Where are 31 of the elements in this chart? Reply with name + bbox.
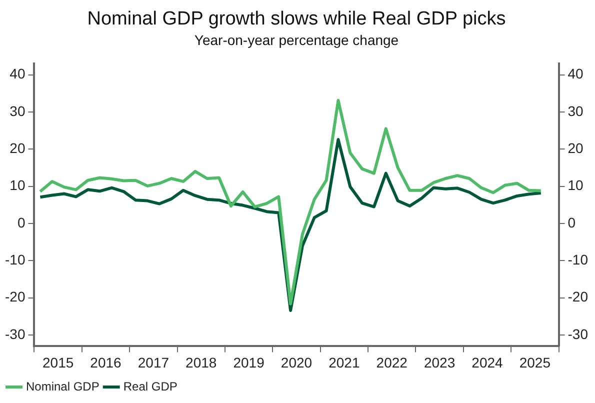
y-tick-label: 0 <box>17 214 26 230</box>
x-tick-label: 2021 <box>328 354 360 370</box>
x-tick-label: 2017 <box>138 354 170 370</box>
x-tick-label: 2016 <box>90 354 122 370</box>
y2-tick-label: 20 <box>568 140 584 156</box>
y-tick-label: -10 <box>5 252 26 268</box>
y2-tick-label: 0 <box>568 214 576 230</box>
x-tick-label: 2024 <box>472 354 504 370</box>
y-tick-label: -20 <box>5 288 26 305</box>
y2-tick-label: -30 <box>568 326 588 342</box>
y2-tick-label: -20 <box>568 288 588 305</box>
y-tick-label: -30 <box>5 326 26 342</box>
x-tick-label: 2019 <box>233 354 265 370</box>
y-tick-label: 30 <box>10 102 26 119</box>
y2-tick-label: 30 <box>568 102 584 119</box>
legend-label: Nominal GDP <box>26 379 100 394</box>
x-tick-label: 2015 <box>42 354 74 370</box>
y-tick-label: 20 <box>10 140 26 156</box>
y2-tick-label: 40 <box>568 66 584 82</box>
x-tick-label: 2018 <box>186 354 217 370</box>
y-tick-label: 10 <box>10 177 26 194</box>
chart-subtitle: Year-on-year percentage change <box>194 32 399 48</box>
legend-label: Real GDP <box>123 379 178 394</box>
y-tick-label: 40 <box>10 66 26 82</box>
y2-tick-label: 10 <box>568 177 584 194</box>
x-tick-label: 2020 <box>280 354 312 370</box>
y2-tick-label: -10 <box>568 252 588 268</box>
x-tick-label: 2025 <box>519 354 551 370</box>
chart-title: Nominal GDP growth slows while Real GDP picks <box>87 8 506 30</box>
x-tick-label: 2023 <box>424 354 456 370</box>
x-tick-label: 2022 <box>376 354 408 370</box>
